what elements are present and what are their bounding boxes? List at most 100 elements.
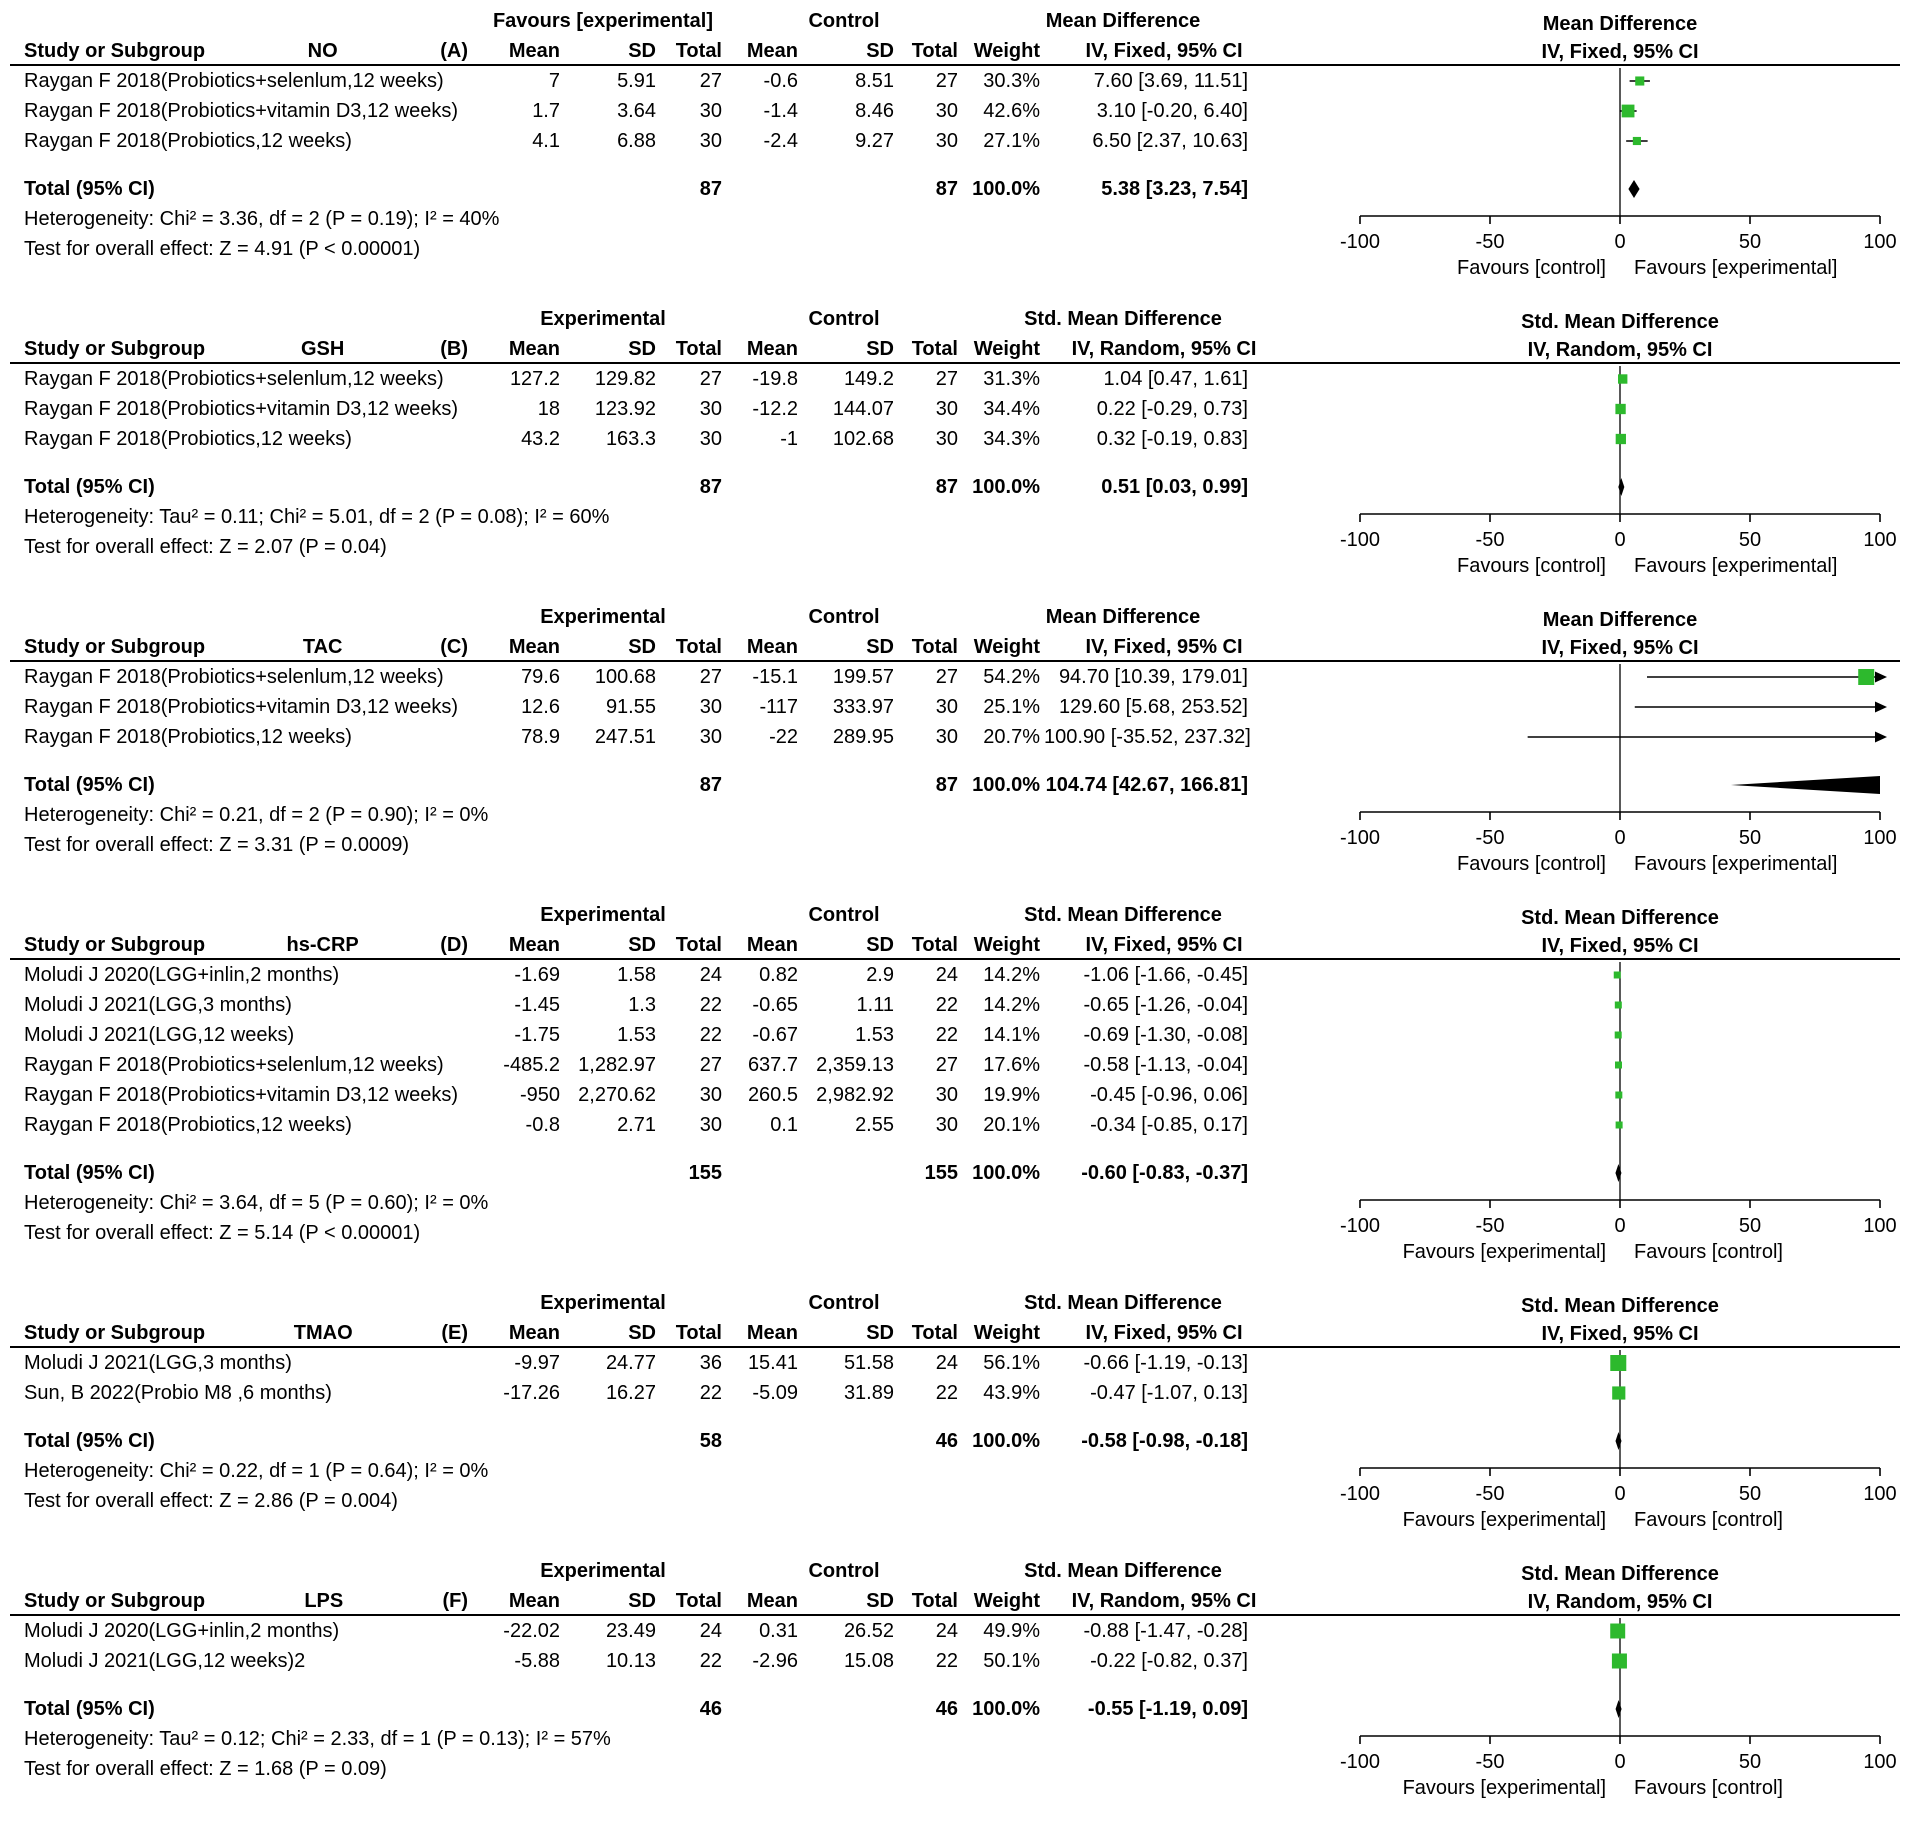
sd-ctrl-value: 2,359.13 [816, 1054, 894, 1076]
control-group-label: Control [808, 10, 880, 32]
forest-panel-b: Experimental Control Std. Mean Difference S… [10, 304, 1900, 580]
axis-tick-label: 100 [1863, 827, 1896, 849]
total-n-exp: 155 [688, 1162, 722, 1184]
study-row: Moludi J 2020(LGG+inlin,2 months) -1.69 1.… [10, 960, 1900, 990]
mean-ctrl-value: 15.41 [747, 1352, 798, 1374]
effect-marker [1621, 104, 1635, 118]
total-weight: 100.0% [972, 476, 1040, 498]
total-n-exp: 46 [699, 1698, 722, 1720]
plot-effect-header: Std. Mean Difference [1521, 907, 1719, 929]
group-header-spacer [10, 602, 480, 632]
total-ci-text: -0.60 [-0.83, -0.37] [1081, 1162, 1248, 1184]
axis-tick-label: 50 [1739, 529, 1761, 551]
study-header-cell: Study or Subgroup NO (A) [10, 36, 480, 66]
column-header-mean-exp: Mean [508, 338, 560, 360]
axis-tick-label: 50 [1739, 827, 1761, 849]
axis-tick-label: 100 [1863, 231, 1896, 253]
empty-cell [480, 472, 564, 502]
ci-text: -0.65 [-1.26, -0.04] [1083, 994, 1248, 1016]
study-name: Raygan F 2018(Probiotics+selenlum,12 wee… [24, 368, 444, 390]
total-ctrl-value: 22 [935, 1382, 958, 1404]
study-subgroup-header: Study or Subgroup [24, 1322, 206, 1344]
study-name: Moludi J 2021(LGG,12 weeks) [24, 1024, 295, 1046]
heterogeneity-text: Heterogeneity: Chi² = 0.22, df = 1 (P = … [24, 1460, 489, 1482]
ci-text: -0.58 [-1.13, -0.04] [1083, 1054, 1248, 1076]
study-name: Raygan F 2018(Probiotics,12 weeks) [24, 428, 352, 450]
axis-tick-label: -100 [1340, 529, 1380, 551]
overall-effect-text: Test for overall effect: Z = 3.31 (P = 0… [24, 834, 410, 856]
column-header-weight: Weight [973, 40, 1040, 62]
experimental-group-label: Experimental [540, 606, 666, 628]
total-ctrl-value: 22 [935, 1024, 958, 1046]
ci-text: -1.06 [-1.66, -0.45] [1083, 964, 1248, 986]
axis-tick-label: 50 [1739, 231, 1761, 253]
weight-value: 19.9% [983, 1084, 1040, 1106]
study-row: Raygan F 2018(Probiotics,12 weeks) 78.9 24… [10, 722, 1900, 752]
ci-text: -0.69 [-1.30, -0.08] [1083, 1024, 1248, 1046]
study-row: Raygan F 2018(Probiotics+vitamin D3,12 w… [10, 394, 1900, 424]
weight-value: 31.3% [983, 368, 1040, 390]
study-row: Raygan F 2018(Probiotics,12 weeks) -0.8 2.… [10, 1110, 1900, 1140]
study-name: Sun, B 2022(Probio M8 ,6 months) [24, 1382, 332, 1404]
method-header: IV, Fixed, 95% CI [1085, 934, 1243, 956]
column-header-sd-ctrl: SD [866, 40, 894, 62]
outcome-label: LPS [304, 1590, 344, 1612]
panel-letter: (A) [440, 40, 468, 62]
study-name: Moludi J 2021(LGG,3 months) [24, 1352, 292, 1374]
column-header-sd-exp: SD [628, 934, 656, 956]
mean-ctrl-value: 637.7 [747, 1054, 798, 1076]
total-ctrl-value: 27 [935, 70, 958, 92]
effect-marker [1614, 1031, 1622, 1039]
panel-letter: (B) [440, 338, 468, 360]
experimental-group-label: Experimental [540, 1292, 666, 1314]
total-n-ctrl: 46 [935, 1430, 958, 1452]
column-header-total-ctrl: Total [911, 636, 958, 658]
mean-ctrl-value: 0.1 [770, 1114, 798, 1136]
total-ctrl-value: 27 [935, 666, 958, 688]
weight-value: 54.2% [983, 666, 1040, 688]
ci-text: 0.22 [-0.29, 0.73] [1096, 398, 1248, 420]
control-group-label: Control [808, 308, 880, 330]
overall-effect-text: Test for overall effect: Z = 2.07 (P = 0… [24, 536, 387, 558]
column-header-row: Study or Subgroup TMAO (E) Mean SD Total Mean S… [10, 1318, 1900, 1348]
column-header-weight: Weight [973, 1322, 1040, 1344]
weight-value: 25.1% [983, 696, 1040, 718]
group-header-row: Experimental Control Std. Mean Difference [10, 304, 1900, 334]
total-ctrl-value: 30 [935, 1114, 958, 1136]
column-header-sd-exp: SD [628, 1590, 656, 1612]
total-exp-value: 22 [699, 994, 722, 1016]
study-header-cell: Study or Subgroup hs-CRP (D) [10, 930, 480, 960]
empty-cell [480, 174, 564, 204]
total-exp-value: 36 [699, 1352, 722, 1374]
empty-cell [564, 1158, 660, 1188]
empty-cell [726, 1694, 802, 1724]
total-n-exp: 87 [699, 178, 722, 200]
axis-tick-label: 50 [1739, 1751, 1761, 1773]
weight-value: 56.1% [983, 1352, 1040, 1374]
study-row: Raygan F 2018(Probiotics,12 weeks) 43.2 16… [10, 424, 1900, 454]
sd-exp-value: 91.55 [605, 696, 656, 718]
ci-text: 129.60 [5.68, 253.52] [1058, 696, 1248, 718]
total-label: Total (95% CI) [24, 178, 155, 200]
empty-cell [564, 1694, 660, 1724]
overall-effect-text: Test for overall effect: Z = 4.91 (P < 0… [24, 238, 421, 260]
effect-marker [1858, 669, 1875, 685]
ci-arrow-right [1875, 701, 1887, 713]
weight-value: 14.2% [983, 964, 1040, 986]
study-row: Raygan F 2018(Probiotics+vitamin D3,12 w… [10, 692, 1900, 722]
column-header-row: Study or Subgroup GSH (B) Mean SD Total Mean SD… [10, 334, 1900, 364]
study-header-cell: Study or Subgroup TAC (C) [10, 632, 480, 662]
column-header-mean-exp: Mean [508, 636, 560, 658]
mean-exp-value: -5.88 [514, 1650, 560, 1672]
outcome-label: TAC [302, 636, 343, 658]
study-row: Raygan F 2018(Probiotics,12 weeks) 4.1 6.8… [10, 126, 1900, 156]
total-exp-value: 30 [699, 428, 722, 450]
total-ctrl-value: 27 [935, 1054, 958, 1076]
column-header-sd-exp: SD [628, 40, 656, 62]
study-name: Raygan F 2018(Probiotics+vitamin D3,12 w… [24, 1084, 459, 1106]
favours-right-label: Favours [experimental] [1634, 555, 1837, 577]
axis-tick-label: -50 [1476, 1483, 1505, 1505]
study-name: Raygan F 2018(Probiotics,12 weeks) [24, 726, 352, 748]
total-weight: 100.0% [972, 1162, 1040, 1184]
total-exp-value: 27 [699, 70, 722, 92]
